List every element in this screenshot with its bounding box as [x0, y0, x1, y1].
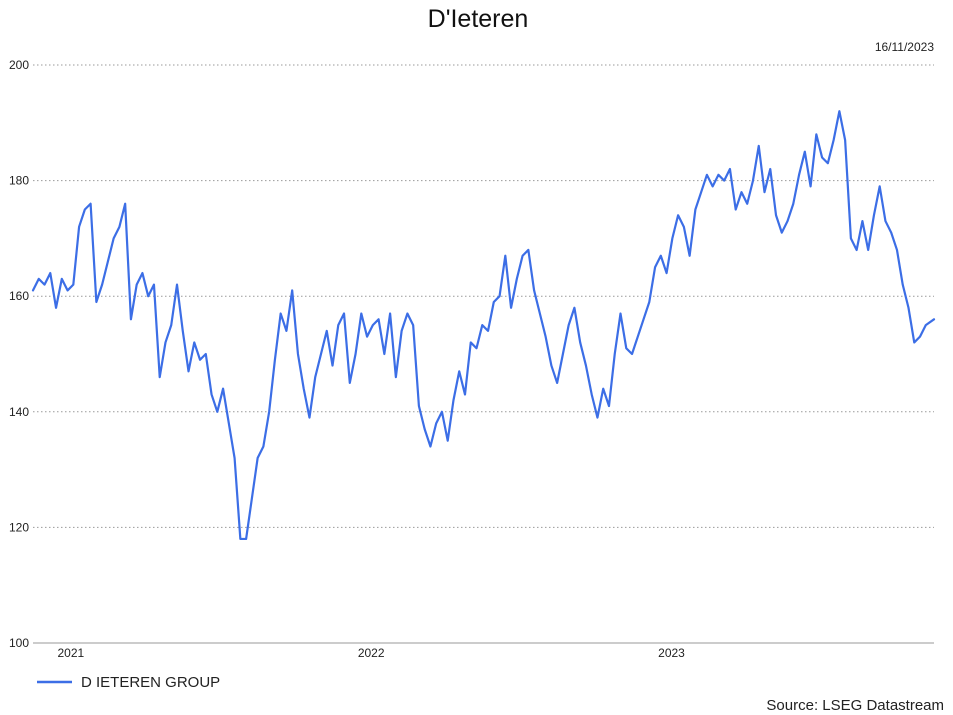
chart-date: 16/11/2023	[875, 40, 934, 54]
y-tick-label: 120	[9, 520, 29, 534]
y-tick-label: 100	[9, 636, 29, 650]
y-tick-label: 180	[9, 174, 29, 188]
y-axis-tick-labels: 100 120 140 160 180 200	[9, 58, 29, 650]
x-axis-tick-labels: 2021 2022 2023	[57, 646, 685, 660]
x-tick-label: 2023	[658, 646, 685, 660]
y-tick-label: 140	[9, 405, 29, 419]
chart-title: D'Ieteren	[428, 5, 529, 33]
source-note: Source: LSEG Datastream	[766, 697, 944, 714]
legend: D IETEREN GROUP	[37, 674, 220, 691]
gridlines	[33, 64, 934, 644]
series-line-0	[31, 110, 936, 541]
series-layer	[31, 110, 936, 541]
y-tick-label: 160	[9, 289, 29, 303]
x-tick-label: 2021	[57, 646, 84, 660]
y-tick-label: 200	[9, 58, 29, 72]
legend-label: D IETEREN GROUP	[81, 674, 220, 691]
x-tick-label: 2022	[358, 646, 385, 660]
